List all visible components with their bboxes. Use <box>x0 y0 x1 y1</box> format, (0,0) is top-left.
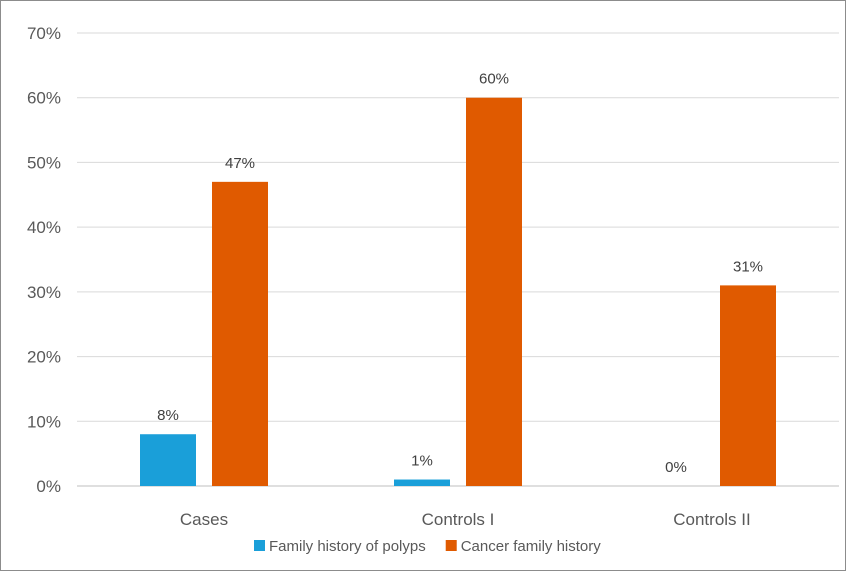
legend-label: Family history of polyps <box>269 538 426 555</box>
bar <box>212 181 268 487</box>
data-label: 0% <box>665 459 687 476</box>
y-tick-label: 30% <box>27 283 61 302</box>
bar <box>394 479 450 486</box>
data-label: 31% <box>733 258 763 275</box>
y-tick-label: 10% <box>27 412 61 431</box>
y-tick-label: 50% <box>27 153 61 172</box>
x-tick-label: Controls II <box>673 510 750 529</box>
bar <box>720 285 776 486</box>
data-label: 8% <box>157 407 179 424</box>
x-tick-label: Cases <box>180 510 228 529</box>
gridlines <box>77 32 839 487</box>
bar <box>140 434 196 486</box>
x-axis-ticks: Cases Controls I Controls II <box>180 510 751 529</box>
y-axis-ticks: 0% 10% 20% 30% 40% 50% 60% 70% <box>27 24 61 496</box>
y-tick-label: 60% <box>27 89 61 108</box>
bars <box>140 97 776 487</box>
data-labels: 8% 47% 1% 60% 0% 31% <box>157 71 763 476</box>
data-label: 60% <box>479 71 509 88</box>
legend-swatch <box>254 540 265 551</box>
y-tick-label: 20% <box>27 348 61 367</box>
y-tick-label: 40% <box>27 218 61 237</box>
x-tick-label: Controls I <box>422 510 495 529</box>
data-label: 47% <box>225 155 255 172</box>
y-tick-label: 70% <box>27 24 61 43</box>
legend-swatch <box>445 540 457 551</box>
legend-label: Cancer family history <box>461 538 602 555</box>
y-tick-label: 0% <box>36 477 61 496</box>
legend: Family history of polyps Cancer family hi… <box>254 538 601 555</box>
data-label: 1% <box>411 453 433 470</box>
bar <box>466 97 522 486</box>
